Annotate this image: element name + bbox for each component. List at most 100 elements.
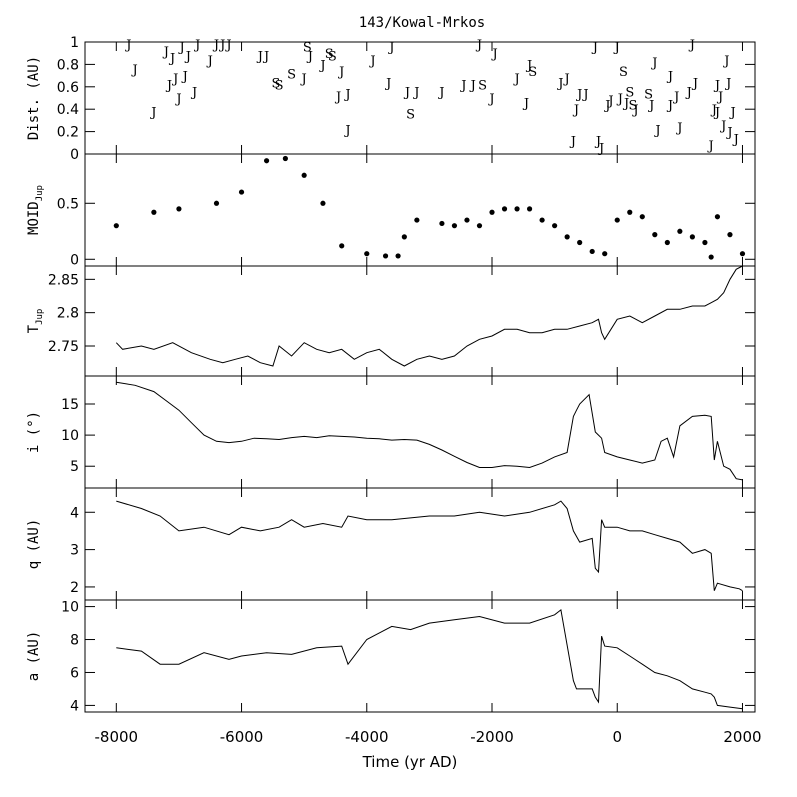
encounter-label: J — [672, 90, 679, 105]
panel-frame-incl — [84, 375, 756, 489]
moid-point — [176, 206, 182, 212]
x-tick-label: 0 — [612, 728, 622, 746]
series-line-a — [116, 608, 743, 710]
encounter-label: J — [193, 38, 200, 53]
encounter-label: J — [469, 79, 476, 94]
panel-frame-tjup — [84, 265, 756, 377]
y-tick-label-moid: 0.5 — [57, 196, 79, 212]
series-line-incl — [116, 381, 743, 481]
y-tick-label-a: 8 — [70, 633, 79, 649]
encounter-label: J — [224, 38, 231, 53]
moid-point — [501, 206, 508, 212]
encounter-label: J — [606, 94, 613, 109]
moid-point — [151, 209, 157, 215]
moid-point — [401, 234, 407, 240]
moid-point — [652, 232, 658, 238]
moid-point — [677, 228, 683, 234]
y-axis-label-moid: MOIDJup — [26, 185, 45, 235]
y-axis-label-incl: i (°) — [26, 411, 42, 453]
moid-point — [113, 223, 119, 229]
x-tick-label: -4000 — [345, 728, 389, 746]
moid-point — [552, 223, 558, 229]
y-tick-label-a: 4 — [70, 698, 79, 714]
x-tick-label: -2000 — [470, 728, 514, 746]
encounter-label: J — [437, 85, 444, 100]
encounter-label: J — [666, 70, 673, 85]
y-tick-label-incl: 10 — [61, 428, 79, 444]
encounter-label: J — [569, 135, 576, 150]
encounter-label: J — [262, 49, 269, 64]
encounter-label: J — [713, 79, 720, 94]
y-tick-label-moid: 0 — [70, 252, 79, 268]
encounter-label: J — [190, 85, 197, 100]
moid-point — [414, 217, 420, 223]
panel-frame-moid — [84, 153, 756, 267]
encounter-label: J — [647, 99, 654, 114]
moid-point — [489, 209, 495, 215]
moid-point — [514, 206, 520, 212]
encounter-label: J — [459, 79, 466, 94]
encounter-label: J — [491, 47, 498, 62]
encounter-label: J — [613, 40, 620, 55]
encounter-label: J — [724, 76, 731, 91]
encounter-label: J — [707, 139, 714, 154]
encounter-label: J — [181, 70, 188, 85]
encounter-label: J — [218, 38, 225, 53]
moid-point — [526, 206, 533, 212]
moid-point — [714, 214, 721, 220]
encounter-label: J — [581, 88, 588, 103]
encounter-label: J — [650, 56, 657, 71]
x-axis-label: Time (yr AD) — [362, 753, 458, 771]
chart-title: 143/Kowal-Mrkos — [359, 15, 485, 31]
encounter-label: S — [275, 79, 284, 94]
encounter-label: J — [124, 38, 131, 53]
encounter-label: S — [303, 40, 312, 55]
moid-point — [301, 172, 307, 178]
panel-frame-q — [84, 487, 756, 601]
y-tick-label-dist: 1 — [70, 35, 79, 51]
encounter-label: J — [675, 121, 682, 136]
moid-point — [476, 223, 483, 229]
encounter-label: S — [406, 108, 415, 123]
encounter-label: J — [512, 72, 519, 87]
moid-point — [614, 217, 620, 223]
encounter-label: J — [475, 38, 482, 53]
encounter-label: J — [177, 40, 184, 55]
y-tick-label-tjup: 2.85 — [48, 272, 79, 288]
encounter-label: J — [710, 103, 717, 118]
encounter-label: J — [631, 103, 638, 118]
encounter-label: J — [594, 135, 601, 150]
encounter-label: J — [343, 123, 350, 138]
y-tick-label-incl: 15 — [61, 397, 79, 413]
y-tick-label-tjup: 2.75 — [48, 339, 79, 355]
encounter-label: S — [528, 65, 537, 80]
y-axis-label-tjup: TJup — [26, 309, 45, 334]
encounter-label: J — [653, 123, 660, 138]
moid-point — [282, 155, 288, 162]
y-tick-label-dist: 0.8 — [57, 57, 79, 73]
moid-point — [451, 223, 458, 229]
x-tick-label: -8000 — [95, 728, 139, 746]
encounter-label: J — [691, 76, 698, 91]
moid-point — [263, 158, 270, 164]
moid-point — [382, 253, 389, 259]
encounter-label: J — [719, 119, 726, 134]
encounter-label: J — [487, 92, 494, 107]
encounter-label: J — [412, 85, 419, 100]
moid-point — [602, 251, 608, 257]
encounter-label: J — [334, 90, 341, 105]
y-tick-label-dist: 0 — [70, 147, 79, 163]
encounter-label: J — [171, 72, 178, 87]
moid-point — [702, 239, 708, 246]
moid-point — [664, 239, 670, 246]
encounter-label: S — [625, 85, 634, 100]
moid-point — [213, 200, 220, 206]
encounter-label: J — [713, 105, 720, 120]
encounter-label: J — [572, 103, 579, 118]
encounter-label: J — [591, 40, 598, 55]
y-tick-label-dist: 0.2 — [57, 125, 79, 141]
encounter-label: S — [272, 76, 281, 91]
moid-point — [364, 251, 370, 257]
y-tick-label-q: 3 — [70, 543, 79, 559]
moid-point — [639, 214, 645, 220]
